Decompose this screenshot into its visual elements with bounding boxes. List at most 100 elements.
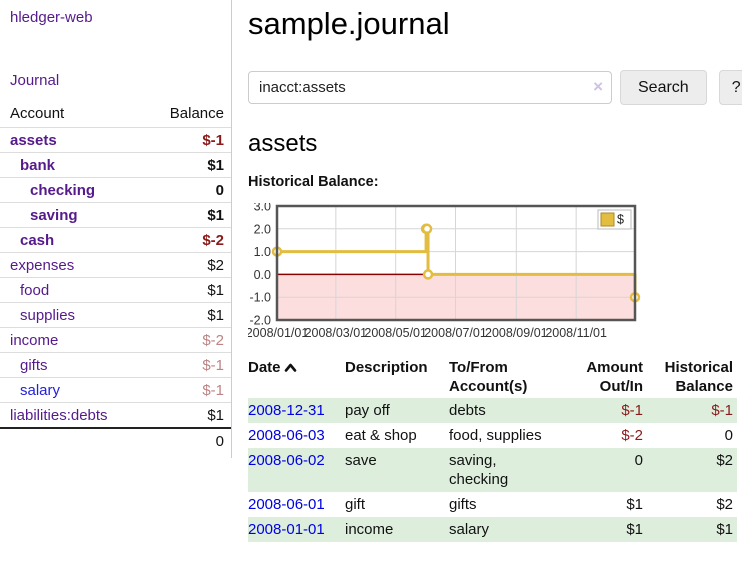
clear-search-icon[interactable]: × [593,77,603,96]
account-link[interactable]: gifts [20,357,48,374]
svg-text:2008/05/01: 2008/05/01 [364,326,427,340]
accounts-cell: gifts [449,496,477,513]
date-header-label: Date [248,359,281,376]
amount-cell: $1 [626,496,643,513]
accounts-cell: food, supplies [449,427,542,444]
balance-cell: $2 [716,496,733,513]
account-balance: $-1 [202,382,224,399]
register-table: Date Description To/From Account(s) Amou… [248,356,737,542]
date-cell: 2008-06-01 [248,492,345,517]
account-rows: assets $-1 bank $1 checking 0 saving $1 cash $-2 e… [0,128,231,429]
date-column-header[interactable]: Date [248,356,345,398]
search-input[interactable] [248,71,612,104]
account-link[interactable]: bank [20,157,56,174]
account-link[interactable]: food [20,282,50,299]
search-bar: × Search ? [248,70,742,105]
search-button[interactable]: Search [620,70,707,105]
search-input-wrap: × [248,71,612,104]
svg-text:$: $ [617,213,624,227]
svg-text:2008/11/01: 2008/11/01 [545,326,607,340]
account-link[interactable]: income [10,332,59,349]
account-row: expenses $2 [0,253,231,278]
amount-column-header: Amount Out/In [586,359,643,395]
account-row: cash $-2 [0,228,231,253]
total-balance: 0 [215,433,224,450]
description-cell: gift [345,496,366,513]
balance-column-header: Historical Balance [664,359,733,395]
account-table-header: Account Balance [0,101,231,128]
account-row: assets $-1 [0,128,231,153]
account-link[interactable]: checking [30,182,96,199]
date-link[interactable]: 2008-12-31 [248,402,325,419]
svg-text:2008/07/01: 2008/07/01 [424,326,487,340]
date-cell: 2008-01-01 [248,517,345,542]
svg-text:0.0: 0.0 [254,268,271,282]
description-cell: income [345,521,394,538]
svg-text:2.0: 2.0 [254,222,271,236]
svg-text:2008/03/01: 2008/03/01 [305,326,368,340]
date-link[interactable]: 2008-06-03 [248,427,325,444]
app-brand-link[interactable]: hledger-web [10,9,93,26]
date-link[interactable]: 2008-06-01 [248,496,325,513]
accounts-column-header: To/From Account(s) [449,359,528,395]
balance-cell: $-1 [711,402,733,419]
date-cell: 2008-06-02 [248,448,345,492]
account-link[interactable]: supplies [20,307,76,324]
chart-label: Historical Balance: [248,174,379,190]
account-balance: $2 [207,257,224,274]
account-row: liabilities:debts $1 [0,403,231,429]
account-row: salary $-1 [0,378,231,403]
account-balance: $-2 [202,232,224,249]
account-link[interactable]: liabilities:debts [10,407,108,424]
description-cell: save [345,452,377,469]
help-button[interactable]: ? [718,70,742,105]
account-link[interactable]: expenses [10,257,75,274]
account-row: checking 0 [0,178,231,203]
register-header-row: Date Description To/From Account(s) Amou… [248,356,737,398]
date-link[interactable]: 2008-01-01 [248,521,325,538]
account-row: supplies $1 [0,303,231,328]
account-row: income $-2 [0,328,231,353]
account-row: bank $1 [0,153,231,178]
account-column-header: Account [10,105,65,122]
date-cell: 2008-12-31 [248,398,345,423]
balance-cell: $1 [716,521,733,538]
amount-cell: 0 [634,452,643,469]
account-balance: $1 [207,207,224,224]
register-row: 2008-12-31 pay off debts $-1 $-1 [248,398,737,423]
account-balance: $1 [207,407,224,424]
page-title: sample.journal [248,6,450,41]
register-row: 2008-06-02 save saving, checking 0 $2 [248,448,737,492]
svg-text:3.0: 3.0 [254,203,271,214]
date-cell: 2008-06-03 [248,423,345,448]
account-row: gifts $-1 [0,353,231,378]
amount-cell: $1 [626,521,643,538]
accounts-cell: saving, checking [449,452,509,488]
account-row: food $1 [0,278,231,303]
account-balance: 0 [215,182,224,199]
register-row: 2008-01-01 income salary $1 $1 [248,517,737,542]
account-link[interactable]: saving [30,207,78,224]
account-balance: $-1 [202,132,224,149]
account-balance: $-2 [202,332,224,349]
journal-link[interactable]: Journal [10,72,60,89]
svg-text:2008/09/01: 2008/09/01 [485,326,548,340]
sort-ascending-icon [284,359,297,378]
account-link[interactable]: salary [20,382,61,399]
account-balance: $1 [207,307,224,324]
main-content: sample.journal × Search ? assets Histori… [248,0,742,542]
historical-balance-chart: 2008/01/012008/03/012008/05/012008/07/01… [248,203,641,340]
account-row: saving $1 [0,203,231,228]
account-balance: $1 [207,157,224,174]
account-link[interactable]: assets [10,132,57,149]
svg-text:2008/01/01: 2008/01/01 [248,326,308,340]
account-balance-table: Account Balance assets $-1 bank $1 checking 0… [0,101,231,454]
account-heading: assets [248,130,318,157]
date-link[interactable]: 2008-06-02 [248,452,325,469]
account-balance: $-1 [202,357,224,374]
svg-text:-2.0: -2.0 [249,314,271,328]
account-link[interactable]: cash [20,232,55,249]
svg-text:-1.0: -1.0 [249,291,271,305]
svg-text:1.0: 1.0 [254,245,271,259]
balance-column-header: Balance [169,105,224,122]
